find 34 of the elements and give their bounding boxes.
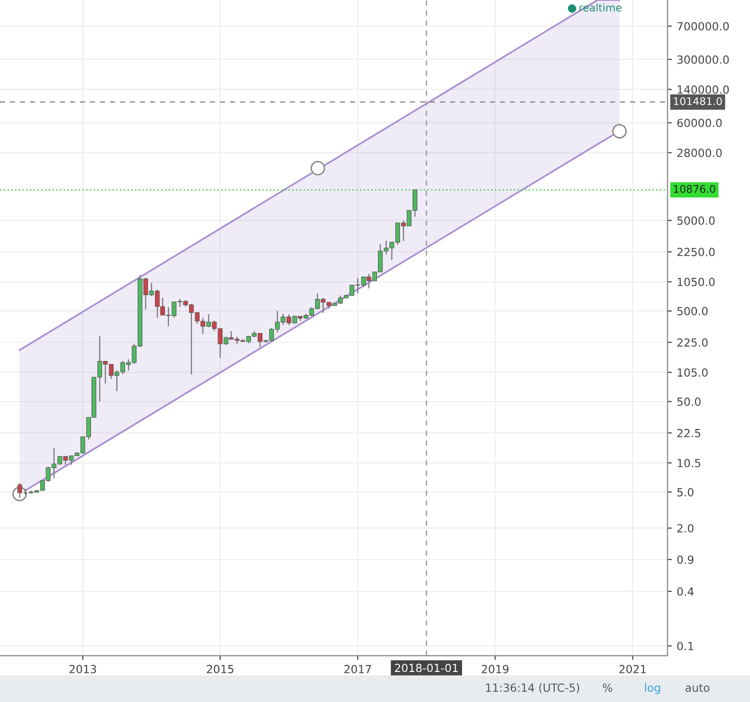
x-tick-label: 2021 [619,664,646,674]
y-tick-label: 22.5 [677,428,700,438]
x-tick-label: 2019 [482,664,508,674]
y-tick-label: 60000.0 [677,118,722,128]
y-tick-label: 2250.0 [677,248,715,256]
y-tick-label: 225.0 [677,338,708,347]
y-tick-label: 5000.0 [677,216,715,225]
text: log [645,683,660,694]
y-tick-label: 0.1 [677,642,694,650]
y-tick-label: 50.0 [677,398,701,406]
y-tick-label: 2.0 [677,524,694,532]
ref-line-label: 2018-01-01 [394,664,458,672]
x-tick-label: 2015 [206,664,234,674]
x-tick-label: 2013 [69,664,96,674]
y-tick-label: 1050.0 [678,278,715,286]
text: % [602,683,612,692]
text: auto [686,684,710,692]
y-tick-label: 300000.0 [677,55,729,64]
text: 11:36:14 (UTC-5) [486,683,580,694]
y-tick-label: 0.4 [677,587,694,596]
point [612,124,627,139]
y-tick-label: 28000.0 [677,148,722,158]
annotation: realtime [580,3,622,12]
y-tick-label: 5.0 [677,488,694,496]
y-tick-label: 700000.0 [677,22,729,30]
y-tick-label: 105.0 [678,368,708,377]
y-tick-label: 140000.0 [678,85,729,94]
x-tick-label: 2017 [344,664,371,674]
ref-line-label: 10876.0 [674,185,716,193]
y-tick-label: 500.0 [677,306,708,316]
point [310,160,326,176]
ref-line-label: 101481.0 [674,97,722,106]
y-tick-label: 0.9 [677,555,694,564]
y-tick-label: 10.5 [678,458,700,468]
